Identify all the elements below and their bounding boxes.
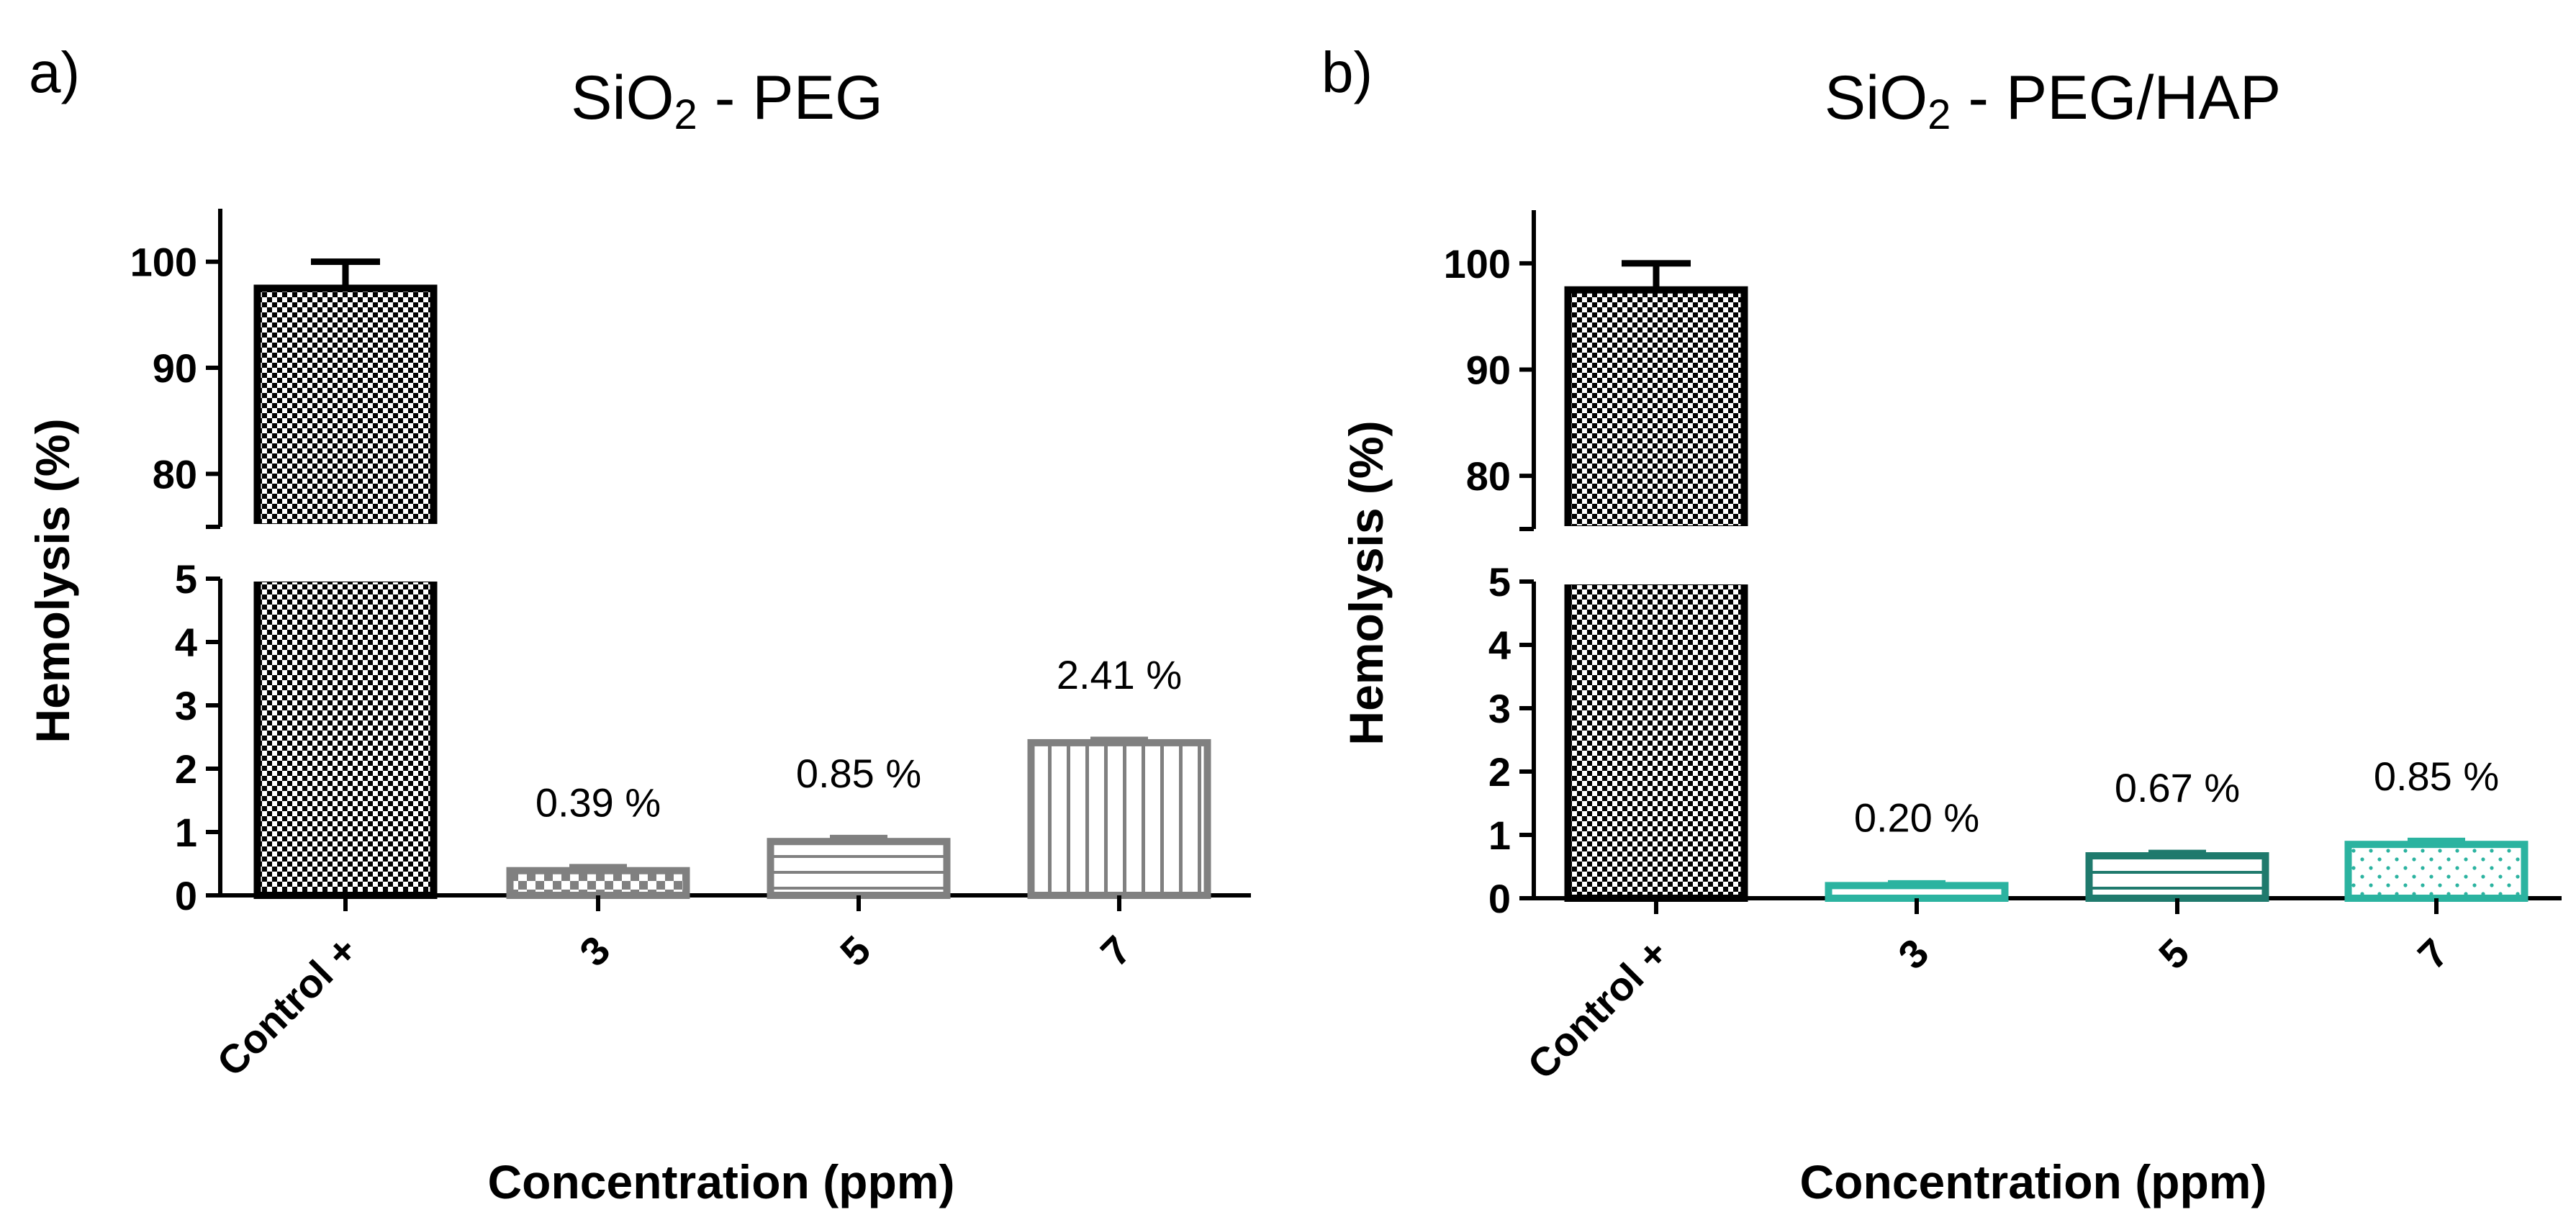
axis-break-gap xyxy=(253,524,261,582)
y-tick-label: 1 xyxy=(1488,813,1511,858)
y-tick-label: 4 xyxy=(175,620,197,665)
y-tick-label: 3 xyxy=(1488,686,1511,731)
title-rest: - PEG/HAP xyxy=(1951,63,2281,132)
bar-control-lower xyxy=(253,575,438,899)
data-label: 0.67 % xyxy=(2115,765,2240,810)
y-tick-label: 80 xyxy=(153,451,197,497)
y-axis-label: Hemolysis (%) xyxy=(26,418,79,743)
x-axis-label: Concentration (ppm) xyxy=(1800,1155,2267,1208)
data-label: 0.85 % xyxy=(796,751,921,796)
title-subscript: 2 xyxy=(674,91,697,138)
bar-control-upper xyxy=(253,284,438,530)
bar-3 xyxy=(1825,882,2009,903)
chart-title: SiO2 - PEG/HAP xyxy=(1825,63,2281,138)
x-tick-label: 7 xyxy=(1092,927,1140,975)
y-tick-label: 0 xyxy=(1488,876,1511,921)
y-tick-label: 2 xyxy=(175,746,197,792)
chart-title: SiO2 - PEG xyxy=(571,63,883,138)
y-tick-label: 100 xyxy=(130,240,197,285)
axis-break-gap xyxy=(1564,526,1572,584)
data-label: 0.85 % xyxy=(2374,754,2499,799)
y-tick-label: 80 xyxy=(1466,453,1511,499)
x-tick-label: 5 xyxy=(831,927,880,975)
y-tick-label: 5 xyxy=(1488,559,1511,605)
bar-3 xyxy=(506,867,690,900)
bar-5 xyxy=(767,838,951,899)
data-label: 0.39 % xyxy=(535,780,661,826)
y-tick-label: 90 xyxy=(1466,348,1511,393)
data-label: 0.20 % xyxy=(1854,795,1979,840)
title-main: SiO xyxy=(1825,63,1928,132)
y-tick-label: 1 xyxy=(175,810,197,855)
y-tick-label: 0 xyxy=(175,873,197,918)
panel-letter: b) xyxy=(1321,40,1373,104)
axis-break-gap xyxy=(1562,526,1750,584)
y-tick-label: 3 xyxy=(175,683,197,728)
title-subscript: 2 xyxy=(1928,91,1951,138)
data-label: 2.41 % xyxy=(1057,652,1182,697)
x-tick-label: Control + xyxy=(208,927,366,1085)
panel-letter: a) xyxy=(29,40,80,104)
y-tick-label: 90 xyxy=(153,345,197,391)
x-tick-label: Control + xyxy=(1519,930,1676,1088)
y-tick-label: 2 xyxy=(1488,749,1511,795)
x-axis-label: Concentration (ppm) xyxy=(488,1155,955,1208)
x-tick-label: 7 xyxy=(2409,930,2457,978)
x-tick-label: 3 xyxy=(571,927,619,975)
y-axis-label: Hemolysis (%) xyxy=(1339,420,1393,745)
bar-7 xyxy=(2344,841,2528,902)
y-tick-label: 4 xyxy=(1488,623,1511,668)
bar-control-upper xyxy=(1564,286,1748,533)
x-tick-label: 5 xyxy=(2150,930,2198,978)
y-tick-label: 100 xyxy=(1444,241,1511,286)
bar-7 xyxy=(1027,738,1211,900)
bar-5 xyxy=(2085,852,2269,903)
axis-break-gap xyxy=(251,524,440,582)
y-tick-label: 5 xyxy=(175,556,197,602)
title-main: SiO xyxy=(571,63,674,132)
x-tick-label: 3 xyxy=(1889,930,1938,978)
title-rest: - PEG xyxy=(697,63,883,132)
bar-control-lower xyxy=(1564,578,1748,902)
